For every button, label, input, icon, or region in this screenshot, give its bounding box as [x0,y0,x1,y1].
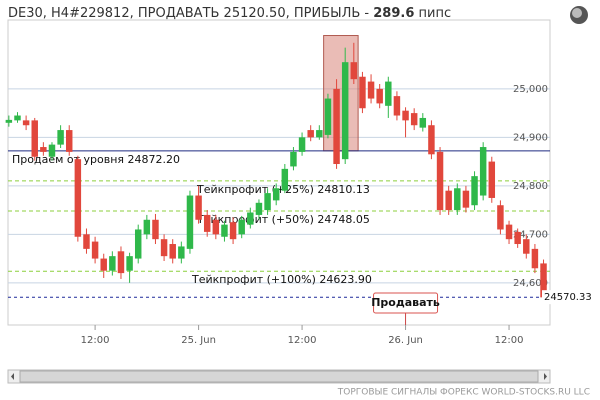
y-tick-label: 24,900 [513,132,548,143]
x-tick-label: 12:00 [81,335,110,346]
candle-body [471,176,478,206]
scrollbar[interactable] [7,369,551,384]
last-price-bg [542,290,590,305]
candle-body [367,81,375,99]
candle-body [281,168,289,191]
candle-body [126,256,133,271]
candle-body [221,224,228,237]
candle-body [419,117,427,128]
scrollbar-thumb[interactable] [19,370,539,383]
plot-area: 24,600 24,700 24,800 24,900 25,000 12:00 25. J… [5,19,551,346]
candle-body [479,147,487,196]
candle-body [91,241,99,259]
candle-body [160,239,168,257]
y-tick-label: 24,600 [513,278,548,289]
candle-body [40,147,47,152]
candle-body [462,190,470,208]
candle-body [428,125,435,155]
level-label: Тейкпрофит (+100%) 24623.90 [191,273,372,286]
candle-body [22,120,30,126]
x-tick-label: 26. Jun [388,335,423,346]
y-tick-label: 24,700 [513,229,548,240]
candle-body [5,119,13,123]
candle-body [31,120,38,157]
candle-body [264,193,271,211]
last-price-label: 24570.33 [544,292,592,303]
candle-body [169,244,176,259]
candle-body [324,98,332,135]
candle-body [14,115,21,121]
candle-body [316,130,323,138]
globe-icon[interactable] [570,6,588,24]
candle-body [109,256,116,271]
candle-body [341,62,349,160]
candle-body [238,219,245,235]
y-tick-label: 25,000 [513,84,548,95]
candle-body [229,222,237,240]
candle-body [65,130,73,152]
profit: 289.6 [373,6,414,21]
candle-body [454,188,461,211]
title-text: DE30, H4#229812, ПРОДАВАТЬ 25120.50, ПРИ… [8,6,369,21]
annotation-text: Продавать [371,296,440,309]
candle-body [100,258,107,271]
candle-body [436,151,444,211]
candle-body [359,76,366,109]
candle-body [247,212,254,225]
annotation-box [373,292,439,314]
candle-body [505,224,513,240]
candle-body [57,130,64,145]
candle-body [212,219,220,235]
chart-title: DE30, H4#229812, ПРОДАВАТЬ 25120.50, ПРИ… [8,6,451,21]
candle-body [350,62,358,80]
candle-body [393,96,401,116]
candle-body [195,195,202,220]
candle-body [307,130,314,138]
y-tick-label: 24,800 [513,181,548,192]
candle-body [134,229,142,259]
candle-body [186,195,194,249]
candle-body [178,246,185,259]
candle-body [523,239,530,254]
candle-body [290,151,297,167]
candle-body [402,110,409,121]
x-tick-label: 25. Jun [181,335,216,346]
candle-body [531,248,539,269]
candle-body [272,188,280,201]
candle-body [333,88,340,165]
profit-unit: пипс [419,6,452,21]
footer: ТОРГОВЫЕ СИГНАЛЫ ФОРЕКС WORLD-STOCKS.RU … [337,388,590,398]
candle-body [497,205,504,230]
candle-body [488,161,496,198]
plot-frame [7,19,551,326]
x-tick-label: 12:00 [495,335,524,346]
candle-body [298,137,306,152]
candle-body [514,231,521,245]
candle-body [385,81,392,106]
level-label: Тейкпрофит (+50%) 24748.05 [196,213,370,226]
globe-land[interactable] [572,8,582,18]
candle-body [143,219,151,235]
candle-body [48,144,56,157]
candle-body [540,263,547,298]
candle-body [376,88,383,104]
candle-body [410,113,418,126]
candle-body [203,214,211,232]
candle-body [83,234,90,249]
candle-body [255,202,263,215]
candle-body [74,159,82,237]
candle-body [445,190,452,211]
candle-body [117,251,125,274]
candle-body [152,219,159,240]
x-tick-label: 12:00 [288,335,317,346]
